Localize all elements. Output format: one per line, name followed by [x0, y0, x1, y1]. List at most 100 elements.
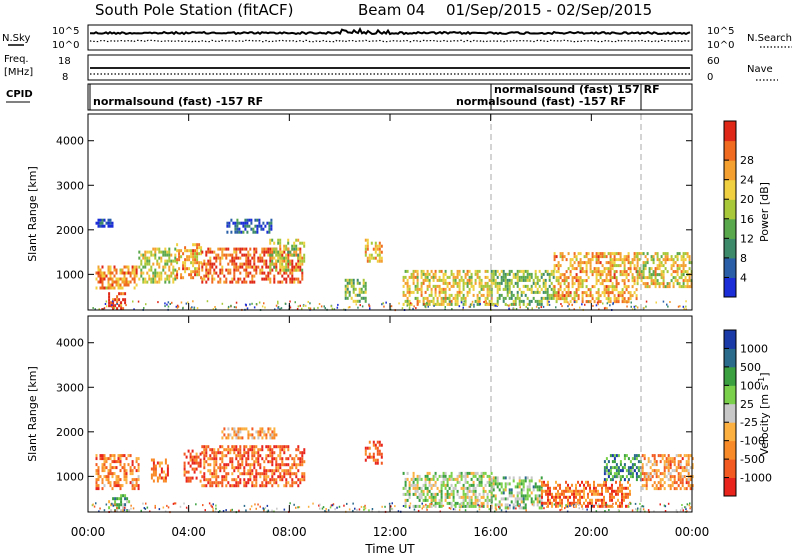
power-echo-region-11 — [490, 269, 555, 306]
nsky-tick-top: 10^5 — [52, 26, 79, 37]
velocity-frame — [87, 315, 693, 513]
power-echo-region-10 — [402, 269, 493, 306]
velocity-echo-region-11 — [641, 454, 694, 491]
x-tick-label: 16:00 — [473, 525, 508, 539]
velocity-scatter-cells — [91, 427, 694, 514]
power-colorbar-segment — [724, 257, 736, 278]
power-echo-region-5 — [269, 238, 306, 272]
velocity-colorbar-label-main: Velocity [m s — [758, 384, 771, 455]
beam-label: Beam 04 — [358, 1, 425, 19]
power-ylabel: Slant Range [km] — [26, 166, 39, 262]
power-colorbar-label: Power [dB] — [758, 182, 771, 242]
velocity-echo-region-5 — [221, 427, 278, 440]
velocity-y-ticks: 1000 2000 3000 4000 — [56, 337, 692, 483]
power-colorbar-tick-label: 16 — [740, 213, 754, 226]
velocity-echo-region-2 — [150, 458, 169, 483]
nsearch-tick-top: 10^5 — [707, 26, 734, 37]
power-ytick-label: 1000 — [56, 268, 84, 281]
power-echo-region-9 — [364, 238, 383, 263]
power-colorbar-frame — [723, 120, 737, 298]
velocity-echo-region-3 — [183, 449, 202, 483]
power-colorbar-tick-label: 8 — [740, 252, 747, 265]
power-colorbar-segment — [724, 218, 736, 239]
power-colorbar-segment — [724, 140, 736, 161]
nsky-trace — [90, 26, 691, 36]
nsky-panel: N.Sky 10^5 10^0 10^5 10^0 N.Search — [2, 24, 792, 51]
date-range: 01/Sep/2015 - 02/Sep/2015 — [446, 1, 652, 19]
velocity-colorbar-tick-label: -100 — [740, 435, 765, 448]
power-echo-region-2 — [138, 247, 177, 284]
power-echo-region-0 — [95, 265, 138, 290]
velocity-colorbar-ticks: -1000 -500 -100 -25 25 100 500 1000 — [724, 342, 772, 485]
velocity-colorbar-tick-label: -500 — [740, 453, 765, 466]
velocity-colorbar-frame — [723, 329, 737, 497]
power-echo-region-1 — [108, 292, 127, 311]
velocity-colorbar-tick-label: 25 — [740, 398, 754, 411]
velocity-x-ticks — [87, 316, 693, 512]
velocity-ytick-label: 1000 — [56, 470, 84, 483]
velocity-ytick-label: 2000 — [56, 426, 84, 439]
cpid-segment-2: normalsound (fast) 157 RF — [494, 83, 660, 96]
x-tick-label: 00:00 — [71, 525, 106, 539]
power-colorbar-tick-label: 24 — [740, 174, 754, 187]
power-echo-region-7 — [226, 218, 273, 234]
power-echo-region-13 — [636, 252, 693, 289]
nave-tick-top: 60 — [707, 56, 720, 67]
freq-tick-top: 18 — [58, 56, 71, 67]
nsky-tick-bottom: 10^0 — [52, 40, 79, 51]
cpid-segment-3: normalsound (fast) -157 RF — [456, 95, 626, 108]
velocity-colorbar-segment — [724, 385, 736, 405]
nsky-label: N.Sky — [2, 33, 30, 44]
velocity-colorbar-segment — [724, 330, 736, 349]
nave-tick-bottom: 0 — [707, 72, 713, 83]
power-colorbar-ticks: 4 8 12 16 20 24 28 — [724, 154, 754, 284]
power-colorbar-tick-label: 12 — [740, 232, 754, 245]
velocity-colorbar-segment — [724, 477, 736, 497]
power-echo-region-12 — [553, 252, 638, 304]
x-tick-label: 08:00 — [272, 525, 307, 539]
velocity-echo-region-7 — [402, 471, 493, 508]
power-ytick-label: 4000 — [56, 135, 84, 148]
velocity-ylabel: Slant Range [km] — [26, 366, 39, 462]
power-colorbar-tick-label: 20 — [740, 193, 754, 206]
velocity-echo-region-0 — [95, 454, 140, 491]
velocity-colorbar-label-sup: -1 — [757, 377, 766, 385]
power-colorbar-segment — [724, 179, 736, 200]
nsearch-label: N.Search — [747, 33, 792, 44]
x-axis-tick-labels: 00:00 04:00 08:00 12:00 16:00 20:00 00:00 — [71, 525, 710, 539]
freq-panel: Freq. [MHz] 18 8 60 0 Nave — [4, 54, 778, 83]
freq-frame — [87, 54, 693, 81]
x-tick-label: 00:00 — [675, 525, 710, 539]
power-x-ticks — [87, 114, 693, 310]
power-colorbar-tick-label: 28 — [740, 154, 754, 167]
velocity-colorbar-segment — [724, 459, 736, 478]
power-ytick-label: 3000 — [56, 179, 84, 192]
velocity-colorbar-label: Velocity [m s-1] — [757, 372, 771, 455]
nave-label: Nave — [747, 64, 773, 75]
nsky-frame — [87, 24, 693, 51]
power-frame — [87, 113, 693, 311]
velocity-echo-region-8 — [490, 476, 543, 510]
velocity-colorbar-tick-label: 500 — [740, 361, 761, 374]
velocity-colorbar-tick-label: 100 — [740, 379, 761, 392]
power-echo-region-8 — [344, 278, 367, 303]
power-colorbar-tick-label: 4 — [740, 271, 747, 284]
velocity-echo-region-4 — [201, 445, 306, 488]
power-ytick-label: 2000 — [56, 224, 84, 237]
velocity-colorbar-label-end: ] — [758, 372, 771, 376]
velocity-ytick-label: 3000 — [56, 381, 84, 394]
power-colorbar-segment — [724, 238, 736, 259]
freq-label: Freq. — [4, 54, 29, 65]
x-axis-label: Time UT — [364, 542, 415, 554]
velocity-colorbar: -1000 -500 -100 -25 25 100 500 1000 Velocity [m… — [723, 329, 772, 497]
x-tick-label: 12:00 — [373, 525, 408, 539]
nsearch-trace — [89, 39, 691, 43]
velocity-colorbar-tick-label: -25 — [740, 416, 758, 429]
power-scatter-cells — [92, 218, 693, 312]
freq-tick-bottom: 8 — [62, 72, 68, 83]
cpid-panel: CPID normalsound (fast) -157 RF normalso… — [6, 83, 693, 111]
power-colorbar-segment — [724, 160, 736, 181]
station-title: South Pole Station (fitACF) — [95, 1, 293, 19]
x-tick-label: 20:00 — [574, 525, 609, 539]
velocity-panel: Slant Range [km] 1000 2000 3000 4000 — [26, 315, 694, 514]
